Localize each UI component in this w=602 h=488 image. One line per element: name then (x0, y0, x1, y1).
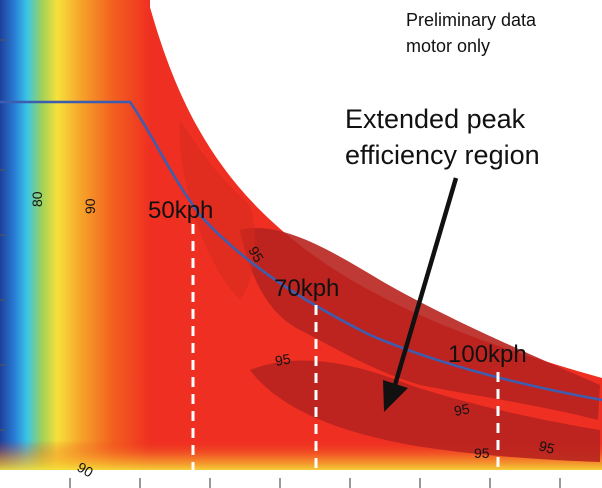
note-line-2: motor only (406, 36, 490, 56)
speed-marker-label-50kph: 50kph (148, 197, 213, 224)
contour-label: 95 (245, 244, 267, 266)
peak-region-mid (179, 120, 256, 300)
contour-label: 80 (29, 191, 45, 207)
annotation-arrow (383, 177, 459, 412)
contour-label: 95 (537, 437, 556, 457)
note-line-1: Preliminary data (406, 10, 537, 30)
peak-region-upper (240, 228, 600, 420)
contour-label: 95 (453, 400, 471, 418)
contour-label: 90 (82, 198, 98, 214)
contour-label: 95 (474, 445, 490, 461)
y-axis-ticks (0, 39, 5, 431)
contour-label: 95 (274, 350, 292, 368)
annotation-line-2: efficiency region (345, 140, 540, 170)
peak-region-lower (250, 360, 600, 462)
speed-marker-label-100kph: 100kph (448, 341, 527, 368)
annotation-line-1: Extended peak (345, 104, 526, 134)
efficiency-region-low-speed (0, 0, 150, 470)
torque-envelope-line (0, 100, 602, 402)
x-axis-ticks (69, 478, 561, 488)
speed-marker-label-70kph: 70kph (274, 275, 339, 302)
contour-label: 90 (75, 459, 97, 481)
